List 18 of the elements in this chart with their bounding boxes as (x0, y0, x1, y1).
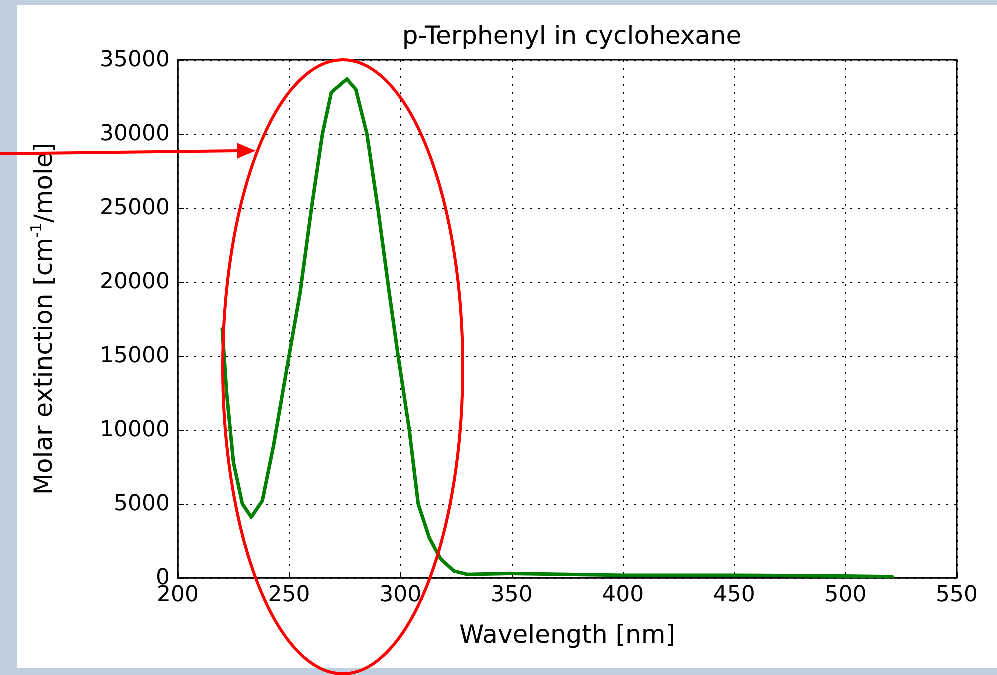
x-axis-title: Wavelength [nm] (460, 620, 676, 649)
y-tick-label: 10000 (100, 418, 170, 442)
line-series (220, 77, 894, 579)
y-tick-label: 25000 (100, 196, 170, 220)
x-tick-label: 450 (713, 582, 756, 608)
x-tick-label: 400 (602, 582, 644, 608)
x-tick-label: 350 (490, 582, 533, 608)
y-tick-label: 5000 (114, 492, 170, 516)
y-tick-label: 35000 (100, 48, 170, 72)
x-tick-label: 250 (268, 582, 310, 608)
x-tick-label: 500 (824, 582, 867, 608)
y-tick-label: 15000 (100, 344, 170, 368)
y-tick-label: 20000 (100, 270, 170, 294)
x-tick-label: 300 (380, 582, 422, 608)
chart-title: p-Terphenyl in cyclohexane (402, 21, 742, 50)
y-tick-label: 30000 (100, 122, 170, 146)
x-tick-label: 550 (936, 582, 978, 608)
y-axis-title: Molar extinction [cm-1/mole] (28, 142, 58, 496)
